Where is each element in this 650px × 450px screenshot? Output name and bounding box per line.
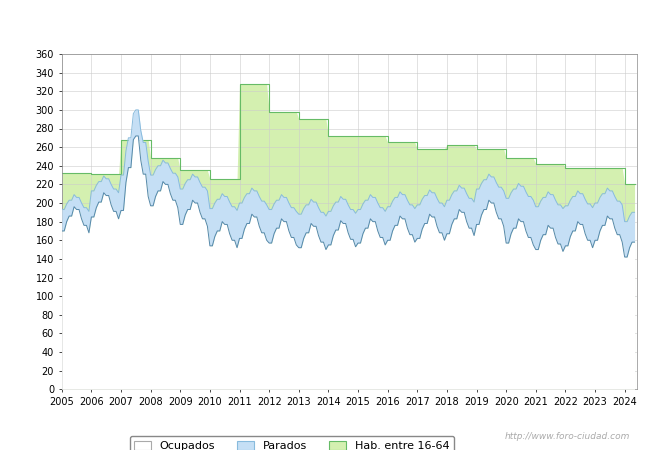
Text: http://www.foro-ciudad.com: http://www.foro-ciudad.com: [505, 432, 630, 441]
Legend: Ocupados, Parados, Hab. entre 16-64: Ocupados, Parados, Hab. entre 16-64: [129, 436, 454, 450]
Text: Castañares de Rioja - Evolucion de la poblacion en edad de Trabajar Mayo de 2024: Castañares de Rioja - Evolucion de la po…: [5, 17, 645, 30]
